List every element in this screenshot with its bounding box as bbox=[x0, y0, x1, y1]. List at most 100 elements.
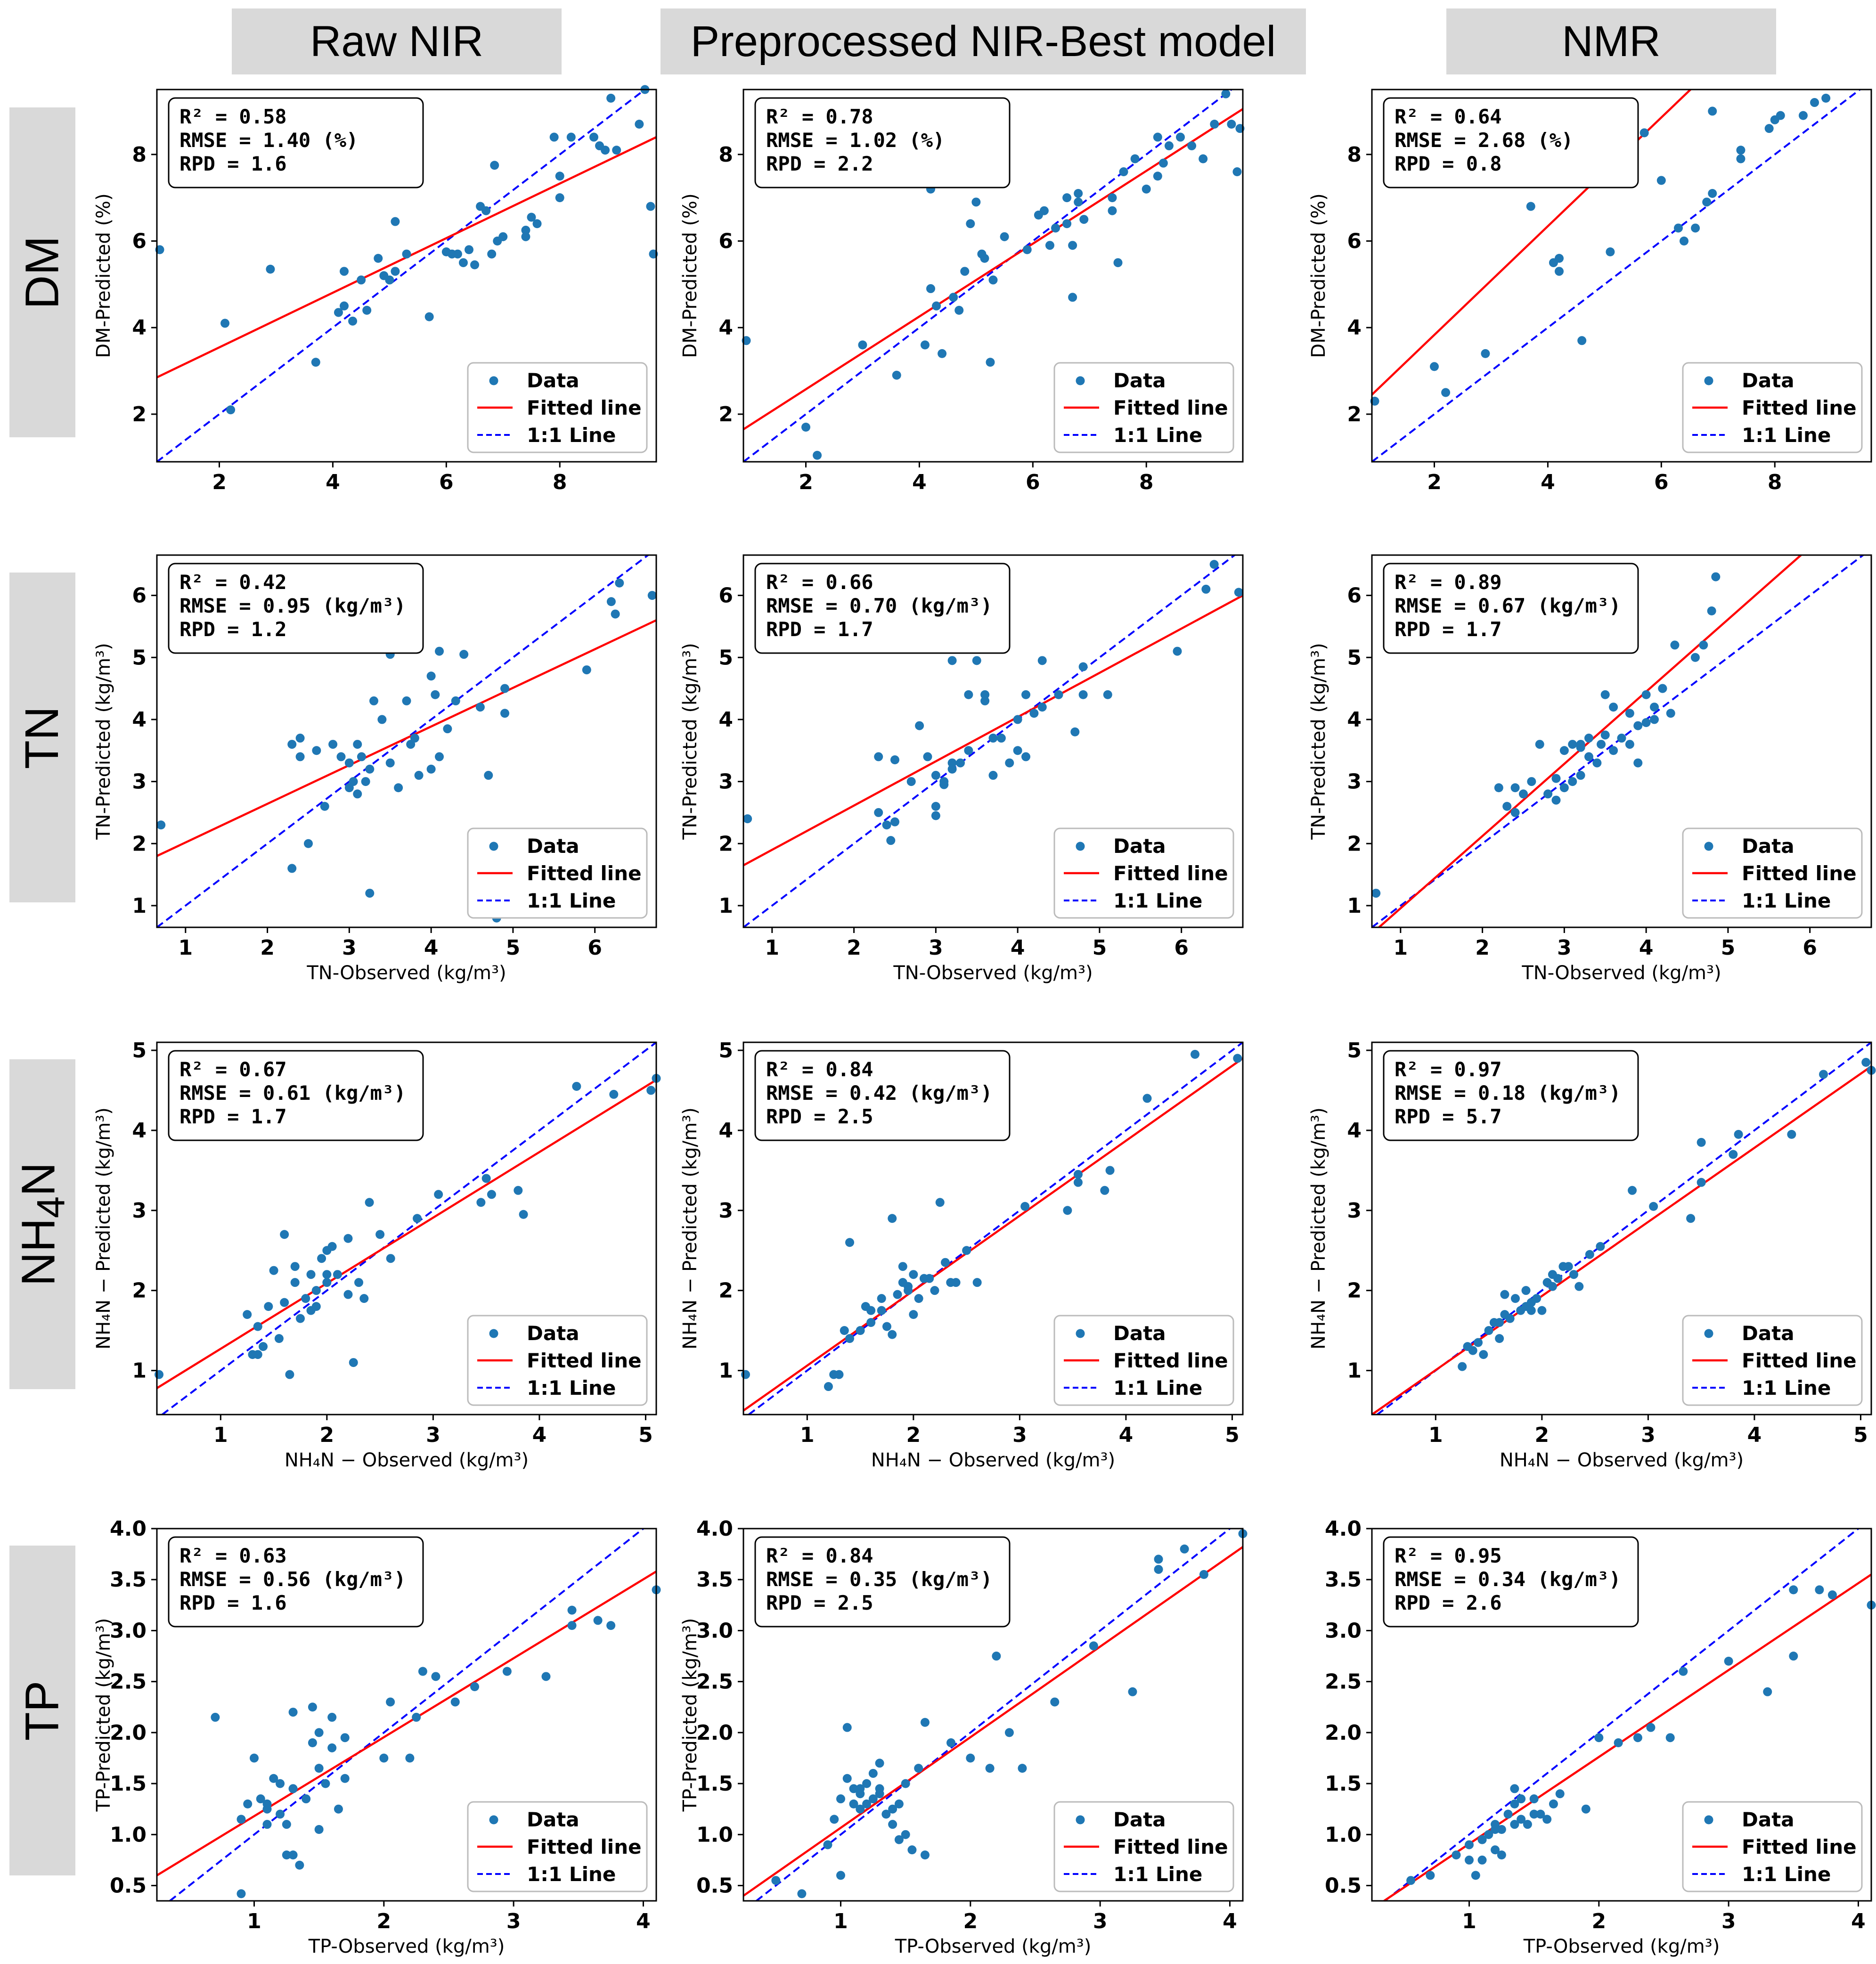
data-point bbox=[237, 1815, 246, 1824]
legend-box bbox=[467, 362, 648, 453]
data-point bbox=[365, 764, 375, 774]
x-tick-label: 3 bbox=[1012, 1423, 1027, 1447]
legend-data-marker bbox=[489, 1815, 498, 1825]
fitted-line bbox=[156, 1079, 657, 1389]
x-axis-label: TN-Observed (kg/m³) bbox=[306, 962, 506, 984]
data-point bbox=[1736, 146, 1745, 155]
data-point bbox=[327, 1743, 337, 1752]
data-point bbox=[1063, 1206, 1072, 1215]
data-point bbox=[1021, 752, 1031, 761]
stats-text: RMSE = 0.67 (kg/m³) bbox=[1395, 594, 1621, 617]
y-tick-label: 1 bbox=[718, 1359, 733, 1383]
data-point bbox=[1510, 1784, 1519, 1793]
stats-box bbox=[168, 1536, 424, 1628]
x-tick-label: 8 bbox=[1768, 470, 1782, 494]
stats-text: R² = 0.78 bbox=[766, 105, 873, 128]
data-point bbox=[1596, 1242, 1605, 1251]
y-tick-label: 8 bbox=[132, 143, 147, 167]
data-point bbox=[904, 1286, 913, 1295]
data-point bbox=[1609, 746, 1618, 755]
data-point bbox=[1210, 119, 1219, 129]
data-point bbox=[836, 1794, 845, 1804]
data-point bbox=[932, 301, 941, 311]
data-point bbox=[295, 1860, 304, 1870]
stats-text: RMSE = 0.70 (kg/m³) bbox=[766, 594, 992, 617]
data-point bbox=[1021, 690, 1031, 699]
data-point bbox=[866, 1306, 876, 1315]
data-point bbox=[500, 709, 510, 718]
data-point bbox=[1062, 193, 1072, 203]
column-header-preprocessed-nir: Preprocessed NIR-Best model bbox=[661, 8, 1306, 74]
y-axis-label: NH₄N − Predicted (kg/m³) bbox=[1308, 1107, 1330, 1350]
stats-text: R² = 0.84 bbox=[766, 1544, 873, 1567]
data-point bbox=[1665, 1733, 1675, 1743]
legend-data-label: Data bbox=[1742, 1322, 1794, 1345]
data-point bbox=[541, 1672, 551, 1681]
data-point bbox=[1406, 1876, 1416, 1885]
data-point bbox=[1054, 690, 1063, 699]
data-point bbox=[1597, 740, 1606, 749]
legend-data-marker bbox=[489, 376, 498, 385]
fitted-line bbox=[1371, 1065, 1872, 1416]
legend-oneone-label: 1:1 Line bbox=[1113, 1376, 1202, 1399]
data-point bbox=[290, 1262, 300, 1271]
data-point bbox=[1555, 1789, 1565, 1799]
data-point bbox=[413, 1214, 422, 1223]
one-to-one-line bbox=[1377, 1041, 1872, 1416]
data-point bbox=[1013, 715, 1022, 724]
data-point bbox=[1628, 1186, 1637, 1195]
stats-text: RPD = 1.7 bbox=[179, 1105, 287, 1128]
data-point bbox=[377, 715, 387, 724]
data-point bbox=[866, 1318, 876, 1327]
data-point bbox=[920, 1850, 930, 1860]
data-point bbox=[849, 1799, 858, 1809]
legend-oneone-label: 1:1 Line bbox=[1742, 889, 1831, 912]
legend-fit-label: Fitted line bbox=[1113, 396, 1228, 419]
data-point bbox=[264, 1302, 273, 1311]
data-point bbox=[328, 740, 338, 749]
data-point bbox=[249, 1753, 259, 1763]
x-tick-label: 2 bbox=[1592, 1909, 1607, 1933]
stats-text: R² = 0.58 bbox=[179, 105, 287, 128]
data-point bbox=[1105, 1166, 1115, 1175]
one-to-one-line bbox=[169, 1528, 644, 1902]
data-point bbox=[1686, 1214, 1696, 1223]
data-point bbox=[314, 1764, 324, 1773]
data-point bbox=[1502, 802, 1512, 811]
legend-box bbox=[1053, 362, 1234, 453]
legend-data-marker bbox=[1704, 1815, 1713, 1825]
data-point bbox=[1697, 1137, 1706, 1147]
data-point bbox=[1569, 1270, 1579, 1279]
data-point bbox=[354, 1278, 364, 1287]
data-point bbox=[955, 758, 965, 768]
data-point bbox=[1523, 1820, 1532, 1829]
data-point bbox=[1679, 1667, 1688, 1676]
legend-box bbox=[1053, 1801, 1234, 1892]
y-tick-label: 2 bbox=[1347, 832, 1362, 856]
x-tick-label: 1 bbox=[1462, 1909, 1476, 1933]
x-tick-label: 4 bbox=[1851, 1909, 1866, 1933]
data-point bbox=[357, 275, 366, 285]
stats-text: R² = 0.64 bbox=[1395, 105, 1502, 128]
data-point bbox=[1736, 154, 1745, 164]
column-header-raw-nir-label: Raw NIR bbox=[310, 17, 484, 65]
data-point bbox=[1039, 206, 1049, 215]
data-point bbox=[1078, 662, 1088, 671]
x-tick-label: 4 bbox=[532, 1423, 547, 1447]
data-point bbox=[1658, 684, 1667, 693]
data-point bbox=[1227, 119, 1236, 129]
plot-frame bbox=[1371, 89, 1872, 463]
x-tick-label: 2 bbox=[212, 470, 227, 494]
stats-text: RMSE = 0.56 (kg/m³) bbox=[179, 1568, 406, 1591]
data-point bbox=[1495, 1318, 1504, 1327]
legend-data-label: Data bbox=[1742, 369, 1794, 392]
data-point bbox=[1022, 245, 1032, 254]
data-point bbox=[484, 770, 493, 780]
x-axis-label: NH₄N − Observed (kg/m³) bbox=[1500, 1449, 1744, 1471]
data-point bbox=[567, 1605, 577, 1615]
data-point bbox=[211, 1712, 220, 1722]
y-tick-label: 0.5 bbox=[696, 1874, 733, 1898]
data-point bbox=[1861, 1057, 1871, 1067]
data-point bbox=[743, 814, 752, 824]
data-point bbox=[1142, 1094, 1152, 1103]
